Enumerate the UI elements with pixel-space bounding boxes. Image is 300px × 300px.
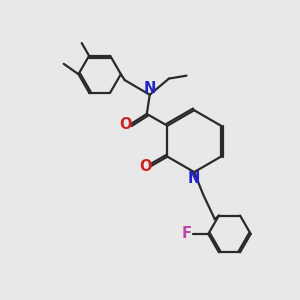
Text: O: O [139, 159, 152, 174]
Text: N: N [188, 171, 200, 186]
Text: N: N [143, 81, 156, 96]
Text: F: F [182, 226, 192, 242]
Text: O: O [119, 117, 131, 132]
